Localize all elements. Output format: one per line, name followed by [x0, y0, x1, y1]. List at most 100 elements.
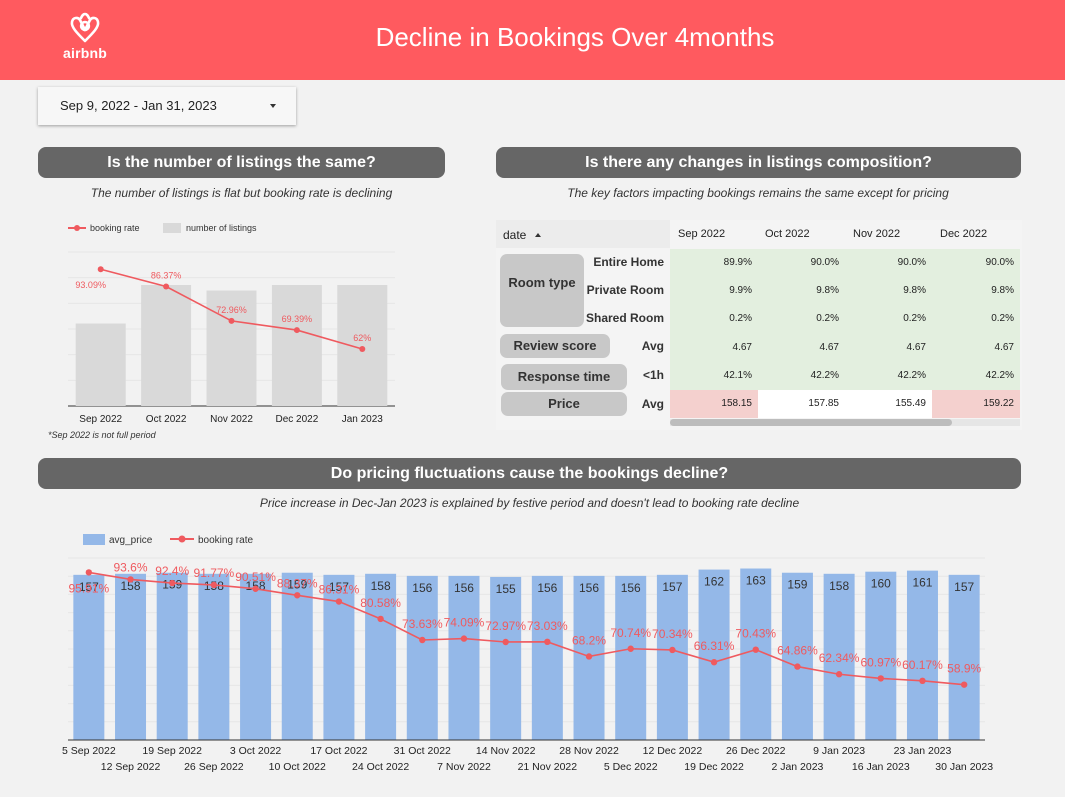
table-cell: 9.8%: [845, 277, 932, 305]
booking-rate-label: 70.34%: [652, 627, 693, 641]
composition-section-title: Is there any changes in listings composi…: [496, 147, 1021, 178]
listings-bar: [206, 290, 257, 406]
airbnb-icon: [70, 12, 100, 43]
response-time-group: Response time: [501, 364, 627, 390]
col-header: Nov 2022: [853, 228, 901, 240]
booking-rate-label: 60.97%: [860, 655, 901, 669]
chevron-down-icon[interactable]: [270, 104, 276, 108]
legend-avg-price-swatch: [83, 534, 105, 545]
x-tick-label: 2 Jan 2023: [771, 761, 823, 773]
booking-rate-label: 70.74%: [610, 626, 651, 640]
col-header: Sep 2022: [678, 228, 726, 240]
x-tick-label: 7 Nov 2022: [437, 761, 491, 773]
x-tick-label: 19 Dec 2022: [684, 761, 744, 773]
table-cell: 4.67: [845, 333, 932, 362]
avg-price-bar: [781, 572, 813, 740]
x-tick-label: 5 Dec 2022: [604, 761, 658, 773]
x-tick-label: 23 Jan 2023: [894, 745, 952, 757]
booking-rate-point: [502, 638, 509, 646]
date-range-picker[interactable]: Sep 9, 2022 - Jan 31, 2023: [38, 87, 296, 125]
listings-bar: [141, 285, 192, 406]
booking-rate-label: 66.31%: [694, 639, 735, 653]
table-cell: 90.0%: [758, 249, 845, 277]
table-cell: 159.22: [932, 390, 1020, 418]
x-tick-label: Sep 2022: [79, 414, 122, 425]
table-cell: 9.8%: [758, 277, 845, 305]
avg-price-bar: [531, 575, 563, 740]
avg-price-bar: [448, 575, 480, 740]
x-tick-label: Nov 2022: [210, 414, 253, 425]
table-cell: 89.9%: [670, 249, 758, 277]
booking-rate-label: 72.97%: [485, 619, 526, 633]
date-header-label: date: [503, 228, 527, 242]
table-cell: 0.2%: [932, 305, 1020, 333]
booking-rate-point: [710, 658, 718, 666]
avg-price-label: 157: [79, 580, 99, 594]
date-sort-header[interactable]: date: [503, 228, 541, 242]
col-header: Oct 2022: [765, 228, 810, 240]
listings-subtitle: The number of listings is flat but booki…: [90, 186, 393, 200]
avg-price-bar: [656, 574, 688, 740]
avg-price-bar: [281, 572, 313, 740]
booking-rate-label: 93.09%: [75, 280, 106, 290]
logo-text: airbnb: [63, 45, 107, 61]
avg-price-bar: [365, 573, 397, 740]
date-range-value: Sep 9, 2022 - Jan 31, 2023: [60, 98, 217, 113]
booking-rate-label: 73.03%: [527, 619, 568, 633]
table-cell: 155.49: [845, 390, 932, 418]
x-tick-label: Jan 2023: [342, 414, 384, 425]
avg-price-bar: [115, 573, 147, 740]
price-group: Price: [501, 392, 627, 416]
booking-rate-label: 70.43%: [735, 627, 776, 641]
avg-price-label: 158: [121, 579, 141, 593]
table-cell: 0.2%: [845, 305, 932, 333]
booking-rate-point: [752, 646, 759, 653]
avg-price-bar: [865, 571, 897, 740]
x-tick-label: Dec 2022: [275, 414, 318, 425]
booking-rate-label: 72.96%: [216, 305, 247, 315]
avg-price-label: 157: [662, 580, 682, 594]
avg-price-bar: [198, 573, 230, 740]
composition-subtitle: The key factors impacting bookings remai…: [567, 186, 949, 200]
legend-listings-swatch: [163, 223, 181, 233]
x-tick-label: 3 Oct 2022: [230, 745, 282, 757]
booking-rate-label: 69.39%: [282, 314, 313, 324]
x-tick-label: 16 Jan 2023: [852, 761, 910, 773]
booking-rate-point: [460, 635, 468, 642]
table-cell: 90.0%: [932, 249, 1020, 277]
avg-price-bar: [906, 570, 938, 740]
booking-rate-point: [960, 681, 968, 688]
booking-rate-label: 68.2%: [572, 633, 606, 647]
x-tick-label: 28 Nov 2022: [559, 745, 619, 757]
table-cell: 157.85: [758, 390, 845, 418]
booking-rate-point: [835, 671, 843, 678]
booking-rate-point: [169, 579, 176, 587]
pricing-subtitle: Price increase in Dec-Jan 2023 is explai…: [259, 496, 800, 510]
booking-rate-label: 86.37%: [151, 270, 182, 280]
sort-asc-icon[interactable]: [534, 233, 541, 237]
room-type-group: Room type: [500, 254, 584, 327]
avg-price-label: 159: [287, 578, 307, 592]
booking-rate-label: 60.17%: [902, 658, 943, 672]
table-cell: 42.2%: [758, 362, 845, 390]
composition-table: date Sep 2022 Oct 2022 Nov 2022 Dec 2022…: [496, 220, 1022, 430]
avg-price-label: 158: [371, 579, 391, 593]
table-cell: 0.2%: [758, 305, 845, 333]
avg-price-bar: [73, 574, 105, 740]
table-cell: 0.2%: [670, 305, 758, 333]
table-scrollbar-thumb[interactable]: [670, 419, 952, 426]
avg-price-label: 156: [454, 581, 474, 595]
avg-price-bar: [490, 576, 522, 740]
table-cell: 9.8%: [932, 277, 1020, 305]
table-cell: 4.67: [932, 333, 1020, 362]
table-cell: 90.0%: [845, 249, 932, 277]
row-label-shared-room: Shared Room: [585, 311, 664, 325]
booking-rate-point: [585, 653, 593, 660]
booking-rate-point: [335, 598, 343, 605]
booking-rate-point: [877, 675, 884, 682]
booking-rate-point: [97, 266, 104, 273]
table-cell: 4.67: [758, 333, 845, 362]
avg-price-label: 157: [954, 580, 974, 594]
booking-rate-label: 91.77%: [194, 566, 235, 580]
table-cell: 42.2%: [845, 362, 932, 390]
